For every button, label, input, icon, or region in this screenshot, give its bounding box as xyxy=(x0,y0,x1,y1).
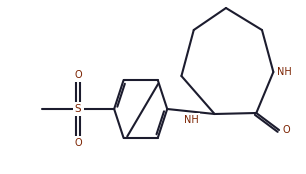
Text: O: O xyxy=(282,125,290,135)
Text: O: O xyxy=(74,138,82,148)
Text: O: O xyxy=(74,70,82,80)
Text: NH: NH xyxy=(184,115,198,125)
Text: S: S xyxy=(75,104,81,114)
Text: NH: NH xyxy=(277,67,292,77)
